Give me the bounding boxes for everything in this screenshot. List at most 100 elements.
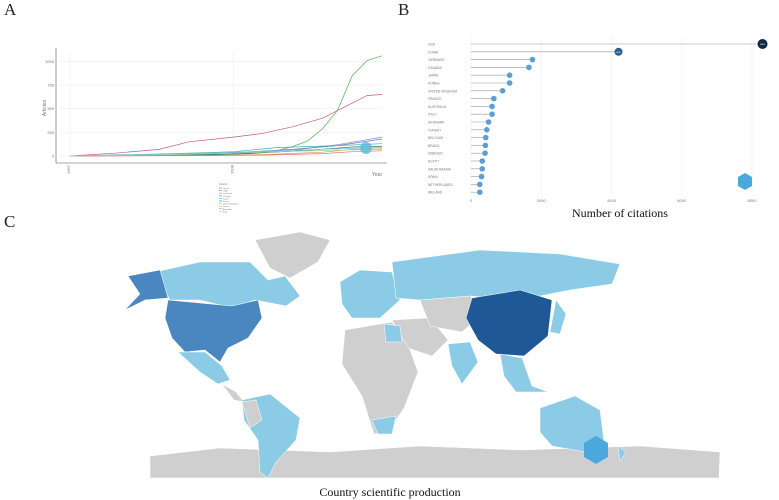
x-tick-label: 1997 [66, 164, 71, 174]
country-alaska [124, 269, 169, 311]
series-line-australia [69, 150, 383, 157]
y-axis-title: Articles [42, 99, 48, 116]
country-central-america [221, 383, 245, 403]
logo-icon [584, 436, 608, 464]
lollipop-point [484, 127, 490, 133]
country-japan-korea [549, 299, 567, 335]
legend-label: United Kingdom [223, 203, 239, 206]
y-tick-label: 0 [52, 154, 55, 159]
country-label: UNITED KINGDOM [428, 89, 457, 93]
x-tick-label: 6000 [677, 198, 687, 203]
country-russia [391, 249, 621, 301]
point-value-label: 8300 [760, 44, 766, 46]
x-tick-label: 2008 [229, 164, 234, 174]
country-south-africa [371, 415, 397, 435]
country-label: ITALY [428, 113, 437, 117]
country-southeast-asia [499, 353, 549, 393]
y-tick-label: 250 [47, 130, 54, 135]
lollipop-point [489, 111, 495, 117]
x-tick-label: 0 [470, 198, 473, 203]
panel-label-b: B [398, 0, 410, 19]
country-antarctica [149, 445, 721, 479]
point-value-label: 4200 [616, 52, 622, 54]
lollipop-point [506, 80, 513, 86]
country-label: JAPAN [428, 74, 439, 78]
country-label: SPAIN [428, 175, 438, 179]
logo-icon [360, 142, 372, 154]
country-canada [154, 261, 301, 309]
country-label: GERMANY [428, 58, 445, 62]
country-egypt [383, 323, 403, 343]
panel-label-c: C [4, 212, 16, 231]
lollipop-point [491, 95, 497, 102]
lollipop-point [526, 64, 532, 71]
country-label: CHINA [428, 50, 439, 54]
lollipop-point [476, 189, 483, 195]
citations-lollipop-chart: 0 2000 4000 6000 8000 USA 8300 CHINA 4200 GERMANY… [428, 36, 768, 203]
legend-label: Germany [223, 192, 233, 195]
legend-label: Canada [223, 196, 231, 198]
y-tick-label: 750 [47, 83, 54, 88]
x-tick-label: 4000 [607, 198, 617, 203]
country-greenland [254, 231, 331, 279]
legend-label: China [223, 188, 229, 190]
articles-line-chart: 0 250 500 750 1000 1997 2008 Articles Year Countr… [42, 48, 387, 213]
country-china [465, 289, 553, 357]
country-new-zealand [617, 445, 627, 463]
country-label: BRAZIL [428, 144, 440, 148]
y-tick-label: 1000 [45, 59, 55, 64]
country-label: FRANCE [428, 97, 442, 101]
legend-label: USA [223, 190, 228, 193]
country-label: USA [428, 43, 436, 47]
legend-label: Korea [223, 200, 230, 203]
map-caption: Country scientific production [319, 485, 461, 499]
lollipop-point [482, 142, 489, 149]
legend-label: Australia [223, 208, 232, 211]
x-axis-title: Year [372, 172, 382, 178]
lollipop-point [479, 166, 486, 172]
country-label: IRELAND [428, 191, 443, 195]
country-label: EGYPT [428, 160, 439, 164]
series-line-italy [69, 149, 383, 157]
legend-label: Japan [223, 198, 230, 200]
legend-label: Italy [223, 210, 228, 213]
x-tick-label: 2000 [537, 198, 547, 203]
country-label: SWEDEN [428, 152, 443, 156]
lollipop-point [479, 158, 486, 164]
lollipop-point [506, 72, 513, 78]
y-tick-label: 500 [47, 106, 54, 111]
country-label: DENMARK [428, 121, 445, 125]
lollipop-point [485, 119, 492, 125]
country-label: CANADA [428, 66, 443, 70]
country-usa [164, 299, 263, 363]
lollipop-point [482, 134, 489, 141]
series-line-united-kingdom [69, 147, 383, 157]
country-label: SAUDI ARABIA [428, 167, 452, 171]
series-line-japan [69, 143, 383, 157]
lollipop-point [529, 56, 536, 63]
lollipop-point [478, 173, 485, 180]
logo-icon [738, 173, 752, 190]
lollipop-point [499, 88, 506, 94]
legend-label: France [223, 205, 231, 208]
citations-axis-title: Number of citations [572, 206, 668, 220]
country-label: AUSTRALIA [428, 105, 447, 109]
x-tick-label: 8000 [748, 198, 758, 203]
lollipop-point [476, 181, 483, 188]
country-label: KOREA [428, 82, 440, 86]
country-europe [339, 269, 401, 319]
country-label: NETHERLANDS [428, 183, 453, 187]
country-label: TURKEY [428, 128, 442, 132]
legend-title: Country [219, 183, 229, 186]
panel-label-a: A [4, 0, 17, 19]
country-south-america-grey [241, 399, 263, 429]
lollipop-point [614, 47, 623, 56]
lollipop-point [489, 103, 495, 110]
country-mexico [177, 351, 231, 385]
country-india [447, 341, 479, 385]
series-line-usa [69, 94, 383, 157]
country-label: BELGIUM [428, 136, 443, 140]
lollipop-point [757, 39, 768, 49]
lollipop-point [482, 150, 488, 156]
